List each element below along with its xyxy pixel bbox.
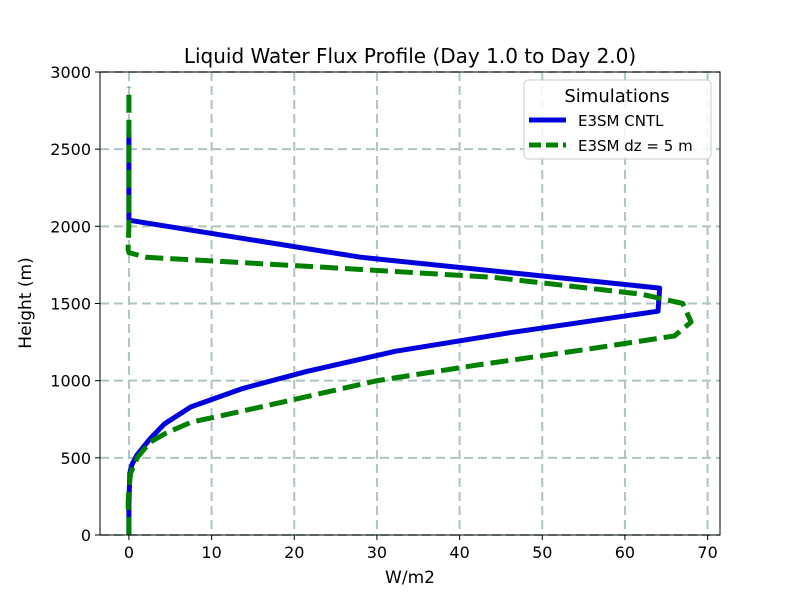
series-line-e3sm-dz-5m	[125, 87, 694, 535]
x-axis-ticks: 0 10 20 30 40 50 60 70	[124, 535, 718, 562]
y-tick-label: 3000	[50, 63, 91, 82]
x-tick-label: 50	[532, 543, 552, 562]
series-layer	[125, 87, 694, 535]
legend-entry-e3sm-dz-5m: E3SM dz = 5 m	[578, 137, 693, 155]
x-tick-label: 0	[124, 543, 134, 562]
legend-entry-e3sm-cntl: E3SM CNTL	[578, 112, 664, 130]
x-tick-label: 40	[449, 543, 469, 562]
x-axis-label: W/m2	[385, 568, 435, 588]
x-tick-label: 70	[697, 543, 717, 562]
x-tick-label: 30	[367, 543, 387, 562]
y-tick-label: 0	[81, 526, 91, 545]
legend-box	[523, 79, 712, 160]
x-tick-label: 60	[615, 543, 635, 562]
y-tick-label: 1000	[50, 372, 91, 391]
y-tick-label: 500	[60, 449, 91, 468]
y-axis-label: Height (m)	[16, 257, 36, 348]
x-tick-label: 20	[284, 543, 304, 562]
chart-title: Liquid Water Flux Profile (Day 1.0 to Da…	[184, 44, 636, 68]
y-tick-label: 2500	[50, 140, 91, 159]
legend-title: Simulations	[564, 86, 669, 107]
legend: Simulations E3SM CNTL E3SM dz = 5 m	[523, 79, 712, 160]
y-axis-ticks: 0 500 1000 1500 2000 2500 3000	[50, 63, 100, 545]
y-tick-label: 2000	[50, 217, 91, 236]
x-tick-label: 10	[201, 543, 221, 562]
series-line-e3sm-cntl	[126, 133, 663, 535]
y-tick-label: 1500	[50, 295, 91, 314]
